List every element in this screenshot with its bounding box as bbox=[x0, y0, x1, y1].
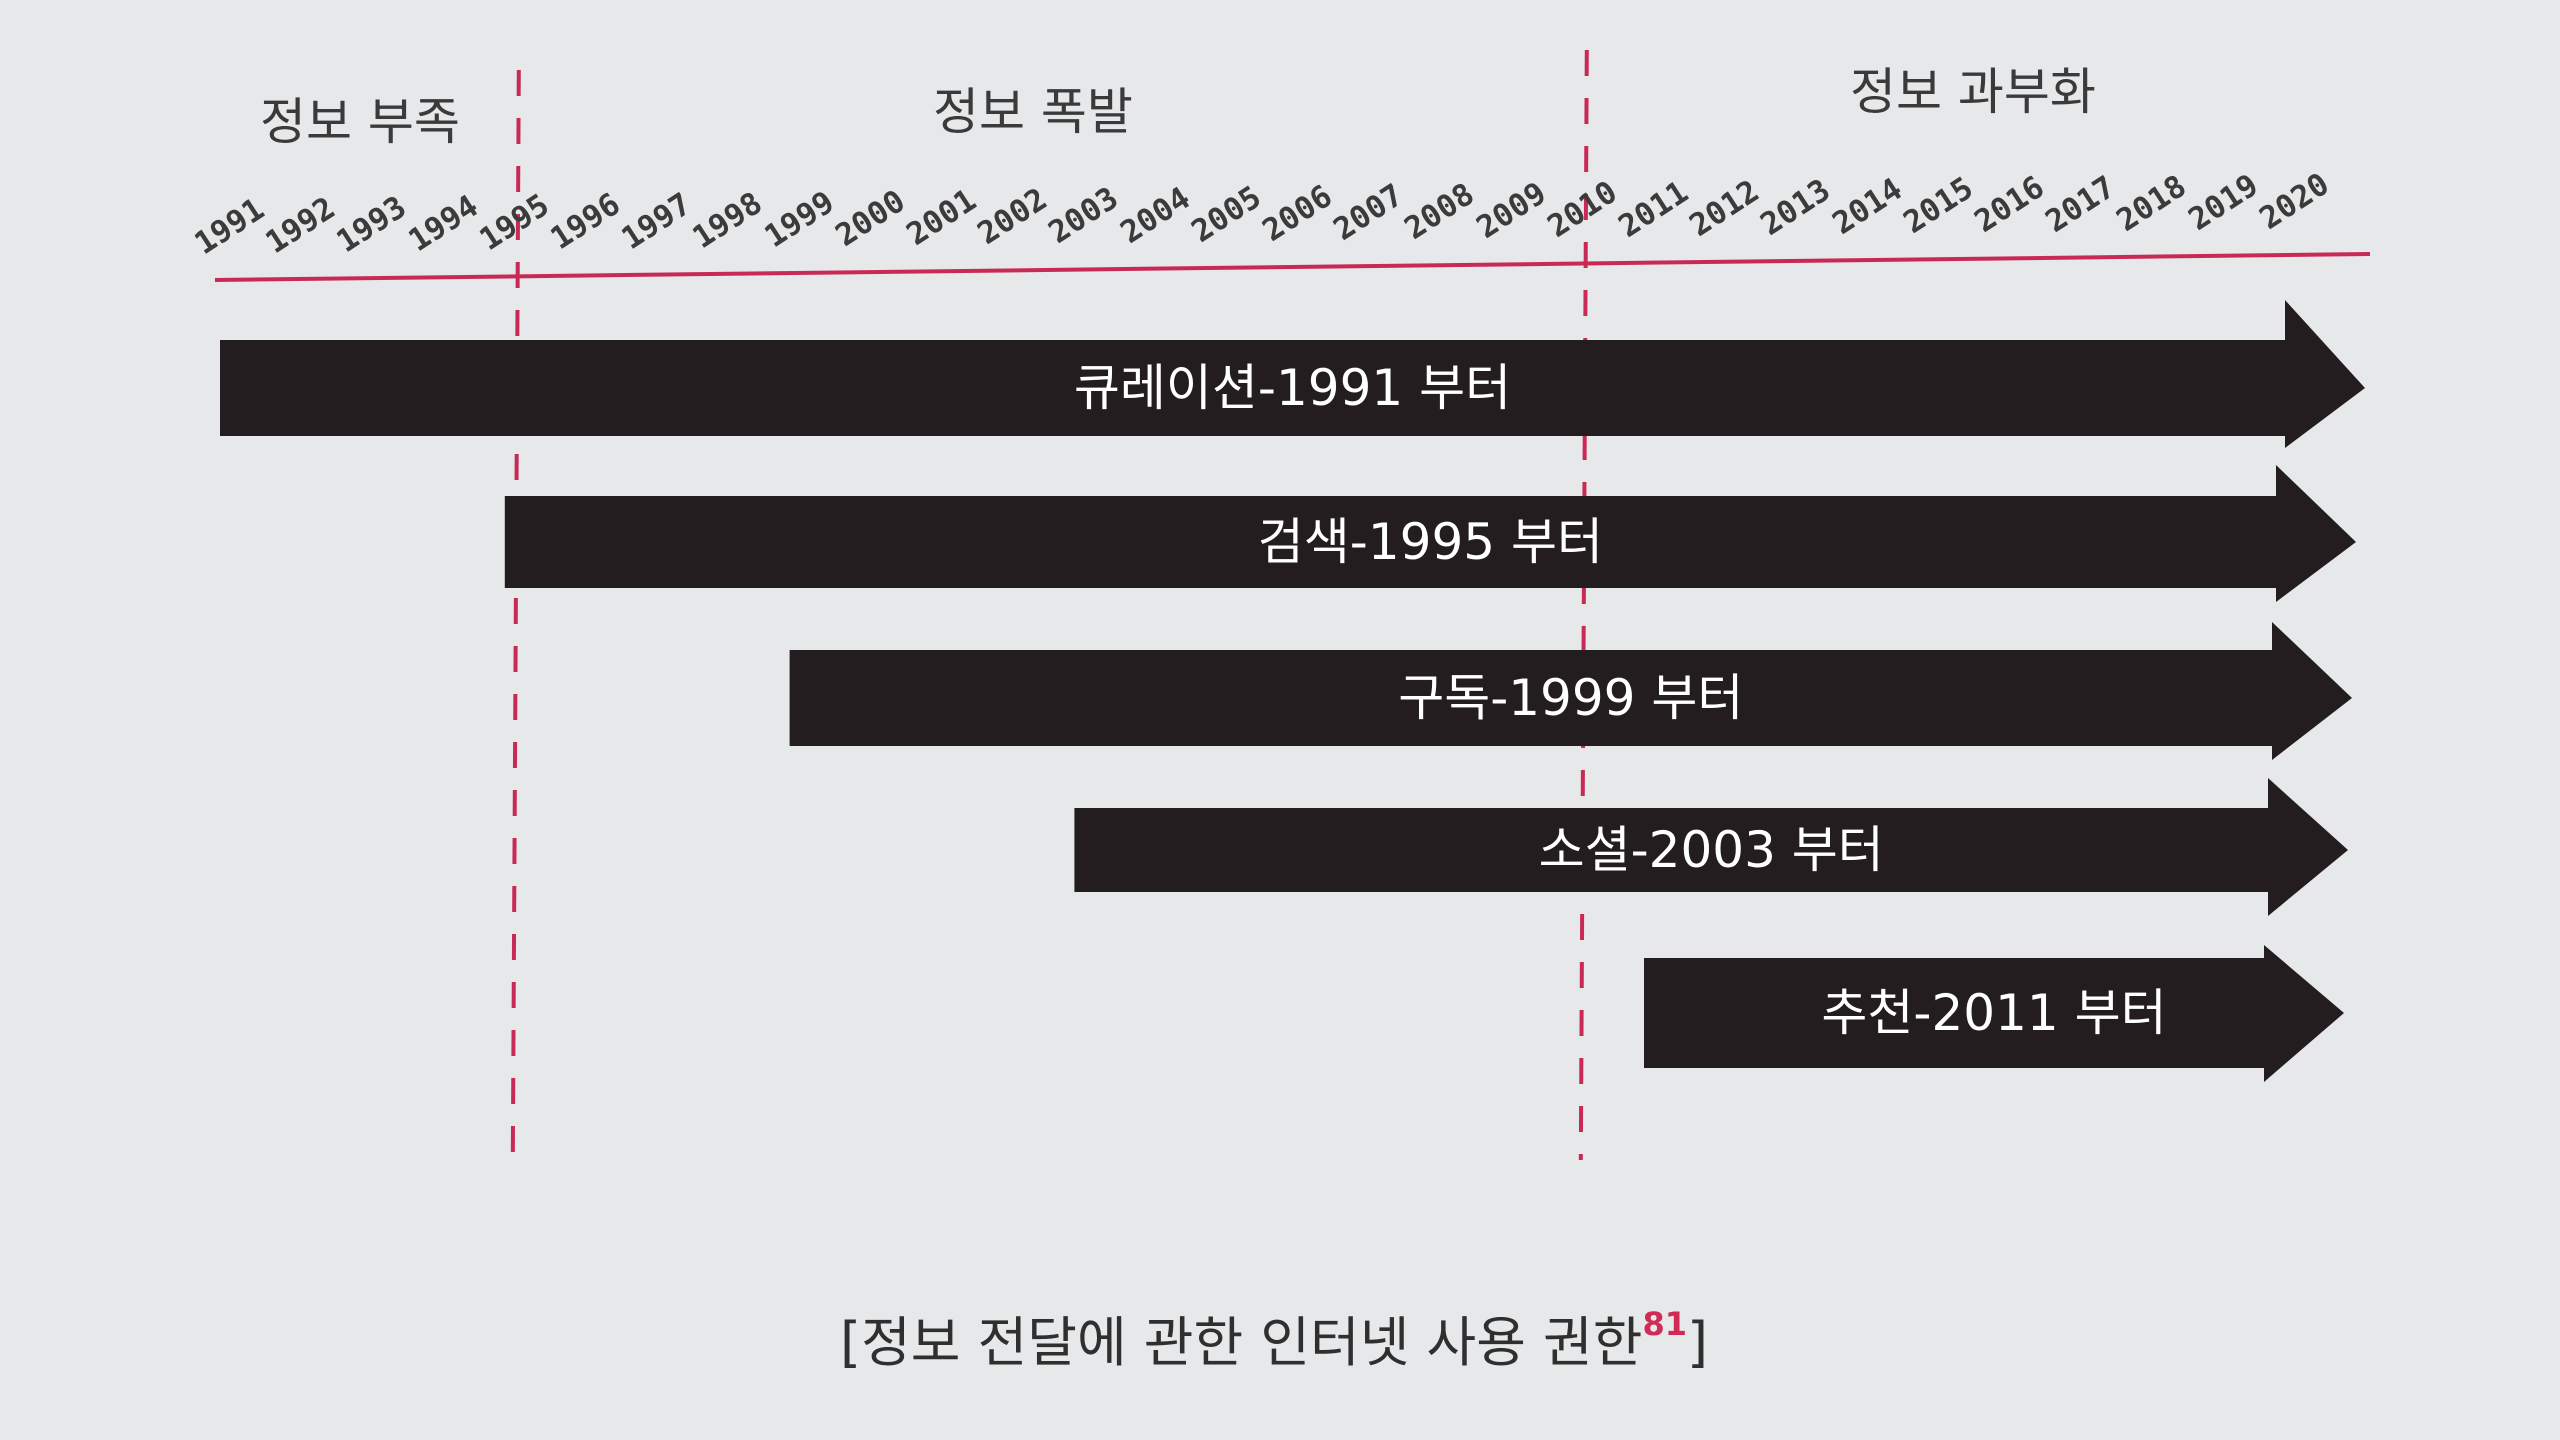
era-dividers bbox=[510, 49, 1589, 1161]
arrow-bar-label-2003: 소셜-2003 부터 bbox=[1538, 821, 1884, 879]
arrow-bar-2011 bbox=[1644, 945, 2344, 1082]
era-divider-2010 bbox=[1578, 49, 1589, 1161]
era-label-scarcity: 정보 부족 bbox=[260, 93, 460, 151]
arrow-bar-label-2011: 추천-2011 부터 bbox=[1821, 984, 2167, 1042]
arrow-bar-label-1991: 큐레이션-1991 부터 bbox=[1073, 359, 1512, 417]
arrow-bar-label-1995: 검색-1995 부터 bbox=[1257, 513, 1603, 571]
era-label-explosion: 정보 폭발 bbox=[933, 83, 1133, 141]
arrow-bars bbox=[220, 300, 2365, 1082]
arrow-bar-1999 bbox=[789, 622, 2352, 760]
arrow-bar-2003 bbox=[1074, 778, 2348, 916]
era-label-overload: 정보 과부화 bbox=[1850, 63, 2096, 121]
arrow-bar-1995 bbox=[504, 465, 2356, 602]
figure-caption: [정보 전달에 관한 인터넷 사용 권한81] bbox=[840, 1298, 1708, 1377]
caption-open-bracket: [ bbox=[840, 1311, 862, 1374]
timeline-axis-line bbox=[214, 252, 2371, 282]
era-divider-1995 bbox=[510, 69, 521, 1161]
caption-footnote: 81 bbox=[1642, 1305, 1687, 1343]
caption-close-bracket: ] bbox=[1686, 1311, 1709, 1374]
caption-text: 정보 전달에 관한 인터넷 사용 권한 bbox=[861, 1311, 1643, 1374]
arrow-bar-1991 bbox=[220, 300, 2365, 448]
arrow-bar-label-1999: 구독-1999 부터 bbox=[1398, 669, 1744, 727]
